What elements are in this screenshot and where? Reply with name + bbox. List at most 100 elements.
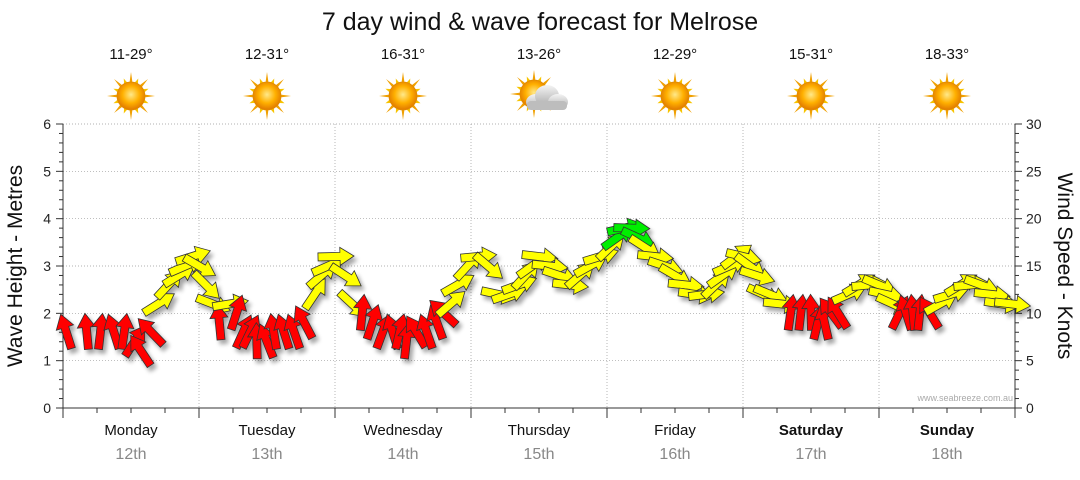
day-columns: 11-29° Monday 12th 12-31° Tuesday 13th 16-31° W… (104, 46, 974, 463)
sun-ray (275, 79, 284, 88)
wind-arrow (328, 262, 362, 287)
sun-ray (923, 94, 935, 98)
wind-arrow (293, 305, 317, 341)
left-tick-label: 0 (43, 400, 51, 416)
day-temperature: 11-29° (109, 46, 152, 63)
day-temperature: 12-31° (245, 46, 289, 63)
wind-arrow (190, 269, 220, 299)
right-tick-label: 20 (1026, 211, 1042, 227)
sunny-icon (651, 72, 699, 120)
day-name: Tuesday (239, 422, 296, 439)
day-column-wednesday: 16-31° Wednesday 14th (364, 46, 443, 463)
wind-arrow (317, 246, 355, 267)
day-column-saturday: 15-31° Saturday 17th (779, 46, 844, 463)
day-date: 14th (387, 446, 418, 463)
sunny-icon (243, 72, 291, 120)
day-column-friday: 12-29° Friday 16th (651, 46, 699, 463)
sun-ray (945, 72, 949, 84)
sun-ray (930, 104, 939, 113)
right-tick-label: 10 (1026, 305, 1042, 321)
right-axis-label: Wind Speed - Knots (1053, 173, 1076, 360)
sun-ray (673, 72, 677, 84)
left-tick-label: 5 (43, 163, 51, 179)
right-tick-label: 30 (1026, 116, 1042, 132)
sun-ray (687, 94, 699, 98)
sun-disc (116, 81, 146, 111)
sun-ray (139, 79, 148, 88)
left-tick-label: 6 (43, 116, 51, 132)
left-tick-label: 1 (43, 353, 51, 369)
sun-ray (542, 77, 551, 86)
sun-ray (279, 94, 291, 98)
day-temperature: 16-31° (381, 46, 425, 63)
day-column-thursday: 13-26° Thursday 15th (508, 46, 571, 463)
day-date: 18th (931, 446, 962, 463)
sun-disc (388, 81, 418, 111)
day-name: Friday (654, 422, 696, 439)
day-date: 13th (251, 446, 282, 463)
sun-ray (129, 108, 133, 120)
sun-ray (510, 92, 522, 96)
sun-ray (107, 94, 119, 98)
day-name: Saturday (779, 422, 844, 439)
day-column-sunday: 18-33° Sunday 18th (920, 46, 975, 463)
day-name: Sunday (920, 422, 975, 439)
sun-ray (411, 79, 420, 88)
sun-ray (275, 104, 284, 113)
day-name: Monday (104, 422, 158, 439)
sun-ray (265, 108, 269, 120)
wind-arrow (471, 251, 504, 279)
chart-title: 7 day wind & wave forecast for Melrose (322, 8, 758, 36)
sun-ray (265, 72, 269, 84)
sun-ray (823, 94, 835, 98)
sun-ray (955, 79, 964, 88)
left-tick-label: 2 (43, 305, 51, 321)
sun-ray (945, 108, 949, 120)
sun-ray (401, 108, 405, 120)
sun-ray (139, 104, 148, 113)
sun-ray (809, 72, 813, 84)
wind-arrow (827, 296, 852, 331)
sun-ray (532, 70, 536, 82)
wind-arrow (76, 312, 97, 351)
day-column-tuesday: 12-31° Tuesday 13th (239, 46, 296, 463)
sun-ray (250, 104, 259, 113)
right-tick-label: 25 (1026, 163, 1042, 179)
left-tick-label: 3 (43, 258, 51, 274)
sun-ray (959, 94, 971, 98)
cloud (526, 85, 568, 110)
sun-ray (658, 79, 667, 88)
right-tick-label: 15 (1026, 258, 1042, 274)
sun-ray (386, 104, 395, 113)
sun-ray (386, 79, 395, 88)
sun-ray (794, 104, 803, 113)
wind-arrow (353, 293, 373, 332)
day-date: 16th (659, 446, 690, 463)
day-column-monday: 11-29° Monday 12th (104, 46, 158, 463)
sun-ray (658, 104, 667, 113)
wind-arrow (130, 334, 155, 369)
sun-disc (252, 81, 282, 111)
wind-arrow (55, 313, 76, 351)
wind-arrow (416, 313, 437, 351)
wind-arrow (283, 313, 305, 351)
wind-arrow (115, 312, 135, 351)
sun-ray (809, 108, 813, 120)
wind-arrow (738, 265, 776, 287)
sun-ray (794, 79, 803, 88)
sun-disc (932, 81, 962, 111)
sun-ray (683, 79, 692, 88)
sun-ray (517, 102, 526, 111)
wind-arrow (209, 303, 229, 341)
sun-ray (243, 94, 255, 98)
sun-ray (955, 104, 964, 113)
sunny-icon (107, 72, 155, 120)
right-tick-label: 5 (1026, 353, 1034, 369)
sunny-icon (923, 72, 971, 120)
sun-ray (114, 104, 123, 113)
day-temperature: 15-31° (789, 46, 833, 63)
sun-ray (673, 108, 677, 120)
sun-ray (787, 94, 799, 98)
